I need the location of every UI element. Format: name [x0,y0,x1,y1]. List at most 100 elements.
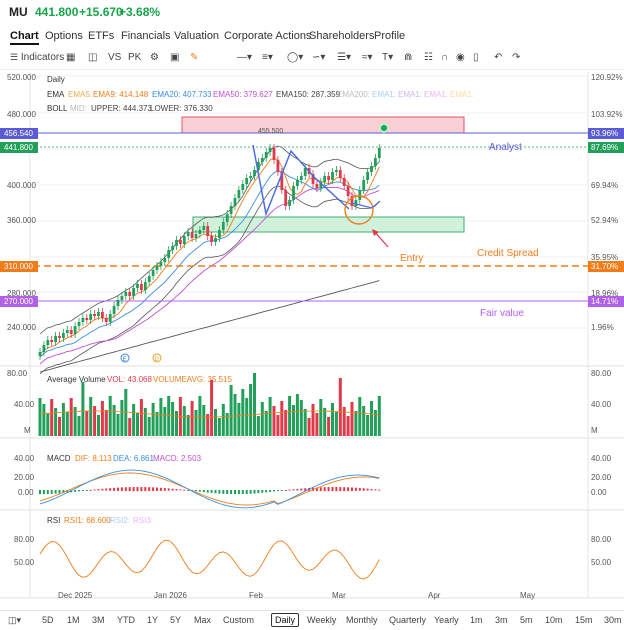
magnet-icon[interactable]: ∩ [441,52,449,63]
candle-body [350,196,354,206]
text-tool-icon[interactable]: T▾ [382,52,394,63]
ema50-line [39,186,380,365]
volume-bar [350,402,354,436]
range-5d[interactable]: 5D [42,615,54,625]
volume-bar [175,411,178,436]
candle-body [335,170,338,172]
tab-financials[interactable]: Financials [121,30,171,42]
indicators-button[interactable]: ☰ Indicators [10,52,65,63]
screenshot-icon[interactable]: ▣ [170,52,180,63]
interval-yearly[interactable]: Yearly [434,615,459,625]
volume-bar [58,417,61,436]
chart-type-icon[interactable]: ▦ [66,52,76,63]
interval-weekly[interactable]: Weekly [307,615,337,625]
undo-icon[interactable]: ↶ [494,52,503,63]
volume-bar [85,411,89,436]
candle-body [50,340,54,342]
pattern-tool-icon[interactable]: ≈▾ [362,52,373,63]
range-3m[interactable]: 3M [92,615,105,625]
candle-body [190,232,194,238]
interval-monthly[interactable]: Monthly [346,615,378,625]
x-tick: Feb [249,591,263,600]
tab-options[interactable]: Options [45,30,83,42]
volume-bar [249,384,253,436]
volume-bar [147,417,151,436]
analyst-label: Analyst [489,142,522,153]
wave-pattern-drawing[interactable] [252,144,350,217]
ema1-label: EMA1: [424,90,448,99]
interval-5m[interactable]: 5m [520,615,533,625]
range-max[interactable]: Max [194,615,212,625]
interval-30m[interactable]: 30m [604,615,622,625]
dividend-marker[interactable] [152,353,162,363]
macd-histogram-bar [249,490,252,494]
last-price-tag-text: 441.800 [4,143,33,152]
volume-bar [167,396,171,436]
range-ytd[interactable]: YTD [117,615,135,625]
multi-line-icon[interactable]: ≡▾ [262,52,273,63]
candle-body [299,176,303,180]
tab-etfs[interactable]: ETFs [88,30,115,42]
tab-profile[interactable]: Profile [374,30,406,42]
chart-svg[interactable]: 520.000 480.000 400.000 360.000 280.000 … [0,70,624,610]
eye-icon[interactable]: ◉ [456,52,465,63]
resistance-zone[interactable] [181,116,465,134]
macd-histogram-bar [105,488,108,491]
interval-3m[interactable]: 3m [495,615,508,625]
volume-bar [377,396,381,436]
tab-valuation[interactable]: Valuation [174,30,220,42]
candle-body [108,314,112,322]
path-tool-icon[interactable]: ∽▾ [312,52,326,63]
compare-button[interactable]: VS [108,52,122,63]
fib-tool-icon[interactable]: ☰▾ [337,52,351,63]
layout-icon[interactable]: ◫ [88,52,98,63]
sidebar-toggle-icon[interactable]: ◫▾ [8,615,22,625]
macd-axis-top: 40.00 [14,454,35,463]
rsi-line [39,539,380,580]
shape-tool-icon[interactable]: ◯▾ [287,52,304,63]
support-zone[interactable] [192,216,465,233]
volume-bar [132,404,136,436]
candle-body [175,240,178,246]
macd-axis-mid-right: 20.00 [591,473,612,482]
range-1m[interactable]: 1M [67,615,80,625]
settings-icon[interactable]: ⚙ [150,52,159,63]
interval-1m[interactable]: 1m [470,615,483,625]
draw-pen-icon[interactable]: ✎ [190,52,199,63]
macd-histogram-bar [54,490,57,494]
volume-bar [112,405,116,436]
tab-chart[interactable]: Chart [10,30,39,45]
candle-body [210,236,213,242]
tab-shareholders[interactable]: Shareholders [309,30,375,42]
macd-histogram-bar [315,487,318,492]
tab-corporate-actions[interactable]: Corporate Actions [224,30,312,42]
rsi-axis-50: 50.00 [14,558,35,567]
candle-body [136,284,139,288]
range-custom[interactable]: Custom [223,615,255,625]
chart-area[interactable]: 520.000 480.000 400.000 360.000 280.000 … [0,70,624,610]
interval-quarterly[interactable]: Quarterly [389,615,427,625]
range-1y[interactable]: 1Y [147,615,159,625]
pk-button[interactable]: PK [128,52,142,63]
trash-icon[interactable]: ▯ [473,52,479,63]
earnings-marker[interactable] [120,353,130,363]
highlight-circle[interactable] [344,195,374,225]
candle-body [218,230,221,238]
interval-10m[interactable]: 10m [545,615,563,625]
macd-histogram-bar [159,487,162,491]
lock-icon[interactable]: ☷ [424,52,433,63]
range-5y[interactable]: 5Y [170,615,182,625]
redo-icon[interactable]: ↷ [512,52,521,63]
measure-tool-icon[interactable]: ⋒ [404,52,413,63]
candle-body [311,174,315,184]
line-tool-icon[interactable]: —▾ [237,52,253,63]
interval-daily[interactable]: Daily [271,613,300,627]
last-pct-tag [588,142,624,153]
macd-histogram-bar [370,488,373,491]
macd-histogram-bar [109,488,112,491]
volume-bar [366,415,370,436]
macd-histogram-bar [195,490,197,492]
volume-bar [334,412,338,436]
interval-15m[interactable]: 15m [575,615,593,625]
macd-axis-zero-right: 0.00 [591,488,607,497]
